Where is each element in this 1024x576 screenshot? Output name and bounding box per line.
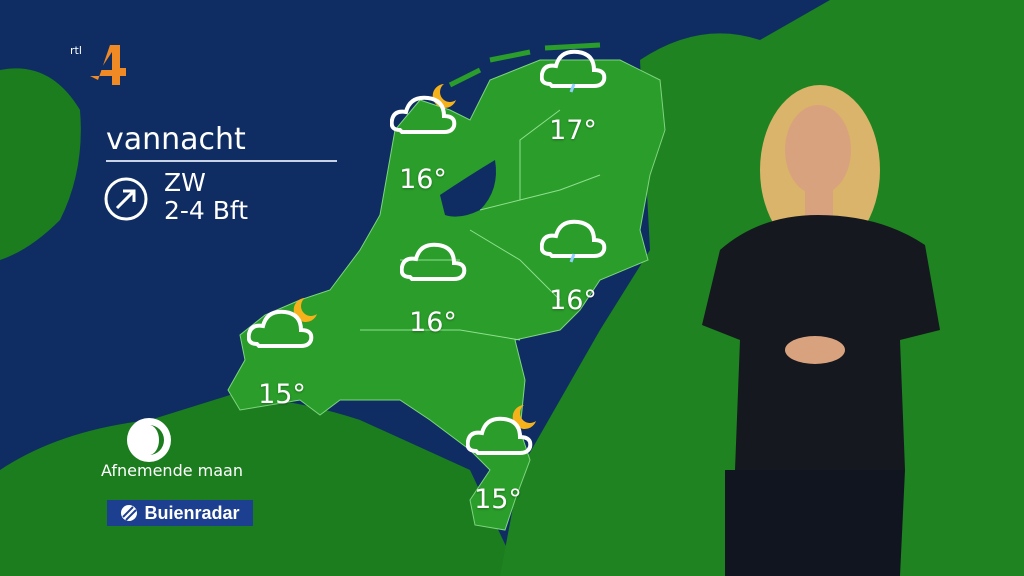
cloud-icon: [400, 242, 467, 281]
temperature-label: 16°: [549, 285, 597, 316]
cloud-drizzle-icon: [540, 219, 607, 263]
temperature-label: 17°: [549, 115, 597, 146]
buienradar-icon: [121, 505, 138, 521]
brand-name: Buienradar: [144, 502, 240, 523]
title-divider: [106, 160, 337, 162]
temperature-label: 15°: [474, 484, 522, 515]
cloud-drizzle-icon: [540, 49, 607, 93]
netherlands-landmass: [227, 59, 666, 531]
wind-direction: ZW: [164, 168, 206, 197]
rtl4-logo: rtl: [70, 40, 130, 94]
presenter: [702, 85, 940, 576]
moon-phase-label: Afnemende maan: [101, 461, 243, 480]
province-borders: [360, 109, 601, 341]
cloud-moon-icon: [390, 84, 457, 134]
temperature-label: 16°: [399, 164, 447, 195]
ijsselmeer: [440, 160, 496, 217]
temperature-label: 15°: [258, 379, 306, 410]
forecast-period-title: vannacht: [106, 122, 246, 157]
wind-force: 2-4 Bft: [164, 196, 249, 225]
wadden-islands: [448, 42, 601, 88]
waning-moon-icon: [127, 418, 171, 462]
svg-text:rtl: rtl: [70, 44, 82, 57]
temperature-label: 16°: [409, 307, 457, 338]
cloud-moon-icon: [247, 298, 317, 348]
cloud-moon-icon: [466, 405, 536, 455]
england-landmass: [0, 68, 81, 260]
arrow-northeast-circle-icon: [104, 177, 148, 221]
buienradar-logo: Buienradar: [107, 500, 253, 526]
